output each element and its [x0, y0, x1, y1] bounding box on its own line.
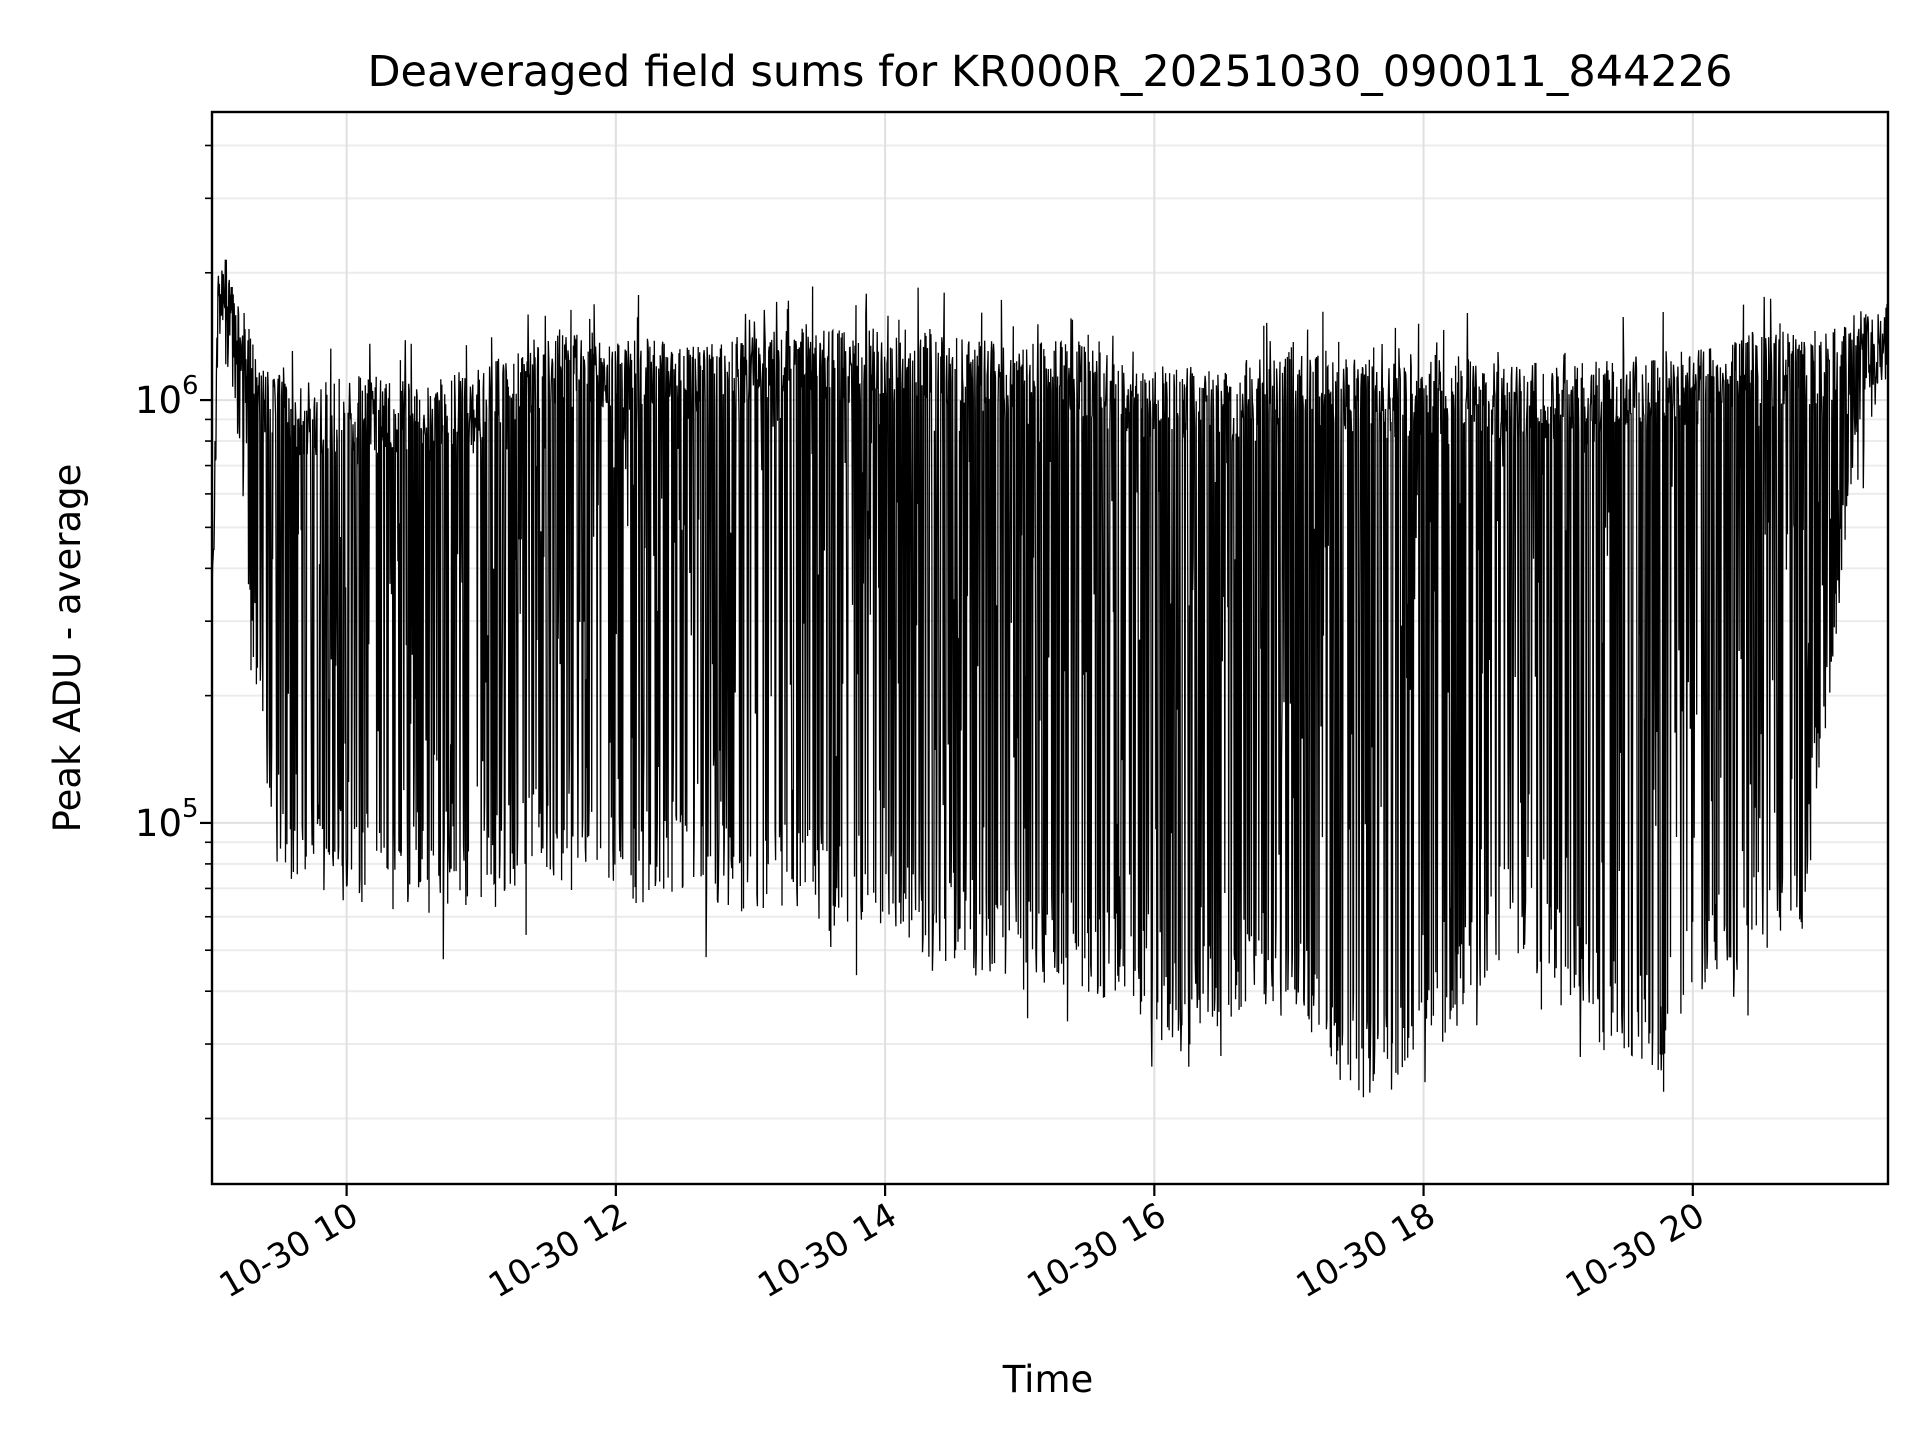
plot-area: [212, 259, 1888, 1098]
y-tick-label-exponent: 5: [182, 794, 199, 824]
axes-frame: [210, 110, 1890, 1186]
x-axis-label: Time: [1002, 1358, 1094, 1401]
chart-title: Deaveraged field sums for KR000R_2025103…: [367, 47, 1732, 97]
series-line: [212, 259, 1888, 1098]
y-axis-label: Peak ADU - average: [46, 464, 89, 833]
y-tick-label: 10: [135, 379, 182, 422]
y-tick-label: 10: [135, 802, 182, 845]
y-tick-label-exponent: 6: [182, 371, 199, 401]
